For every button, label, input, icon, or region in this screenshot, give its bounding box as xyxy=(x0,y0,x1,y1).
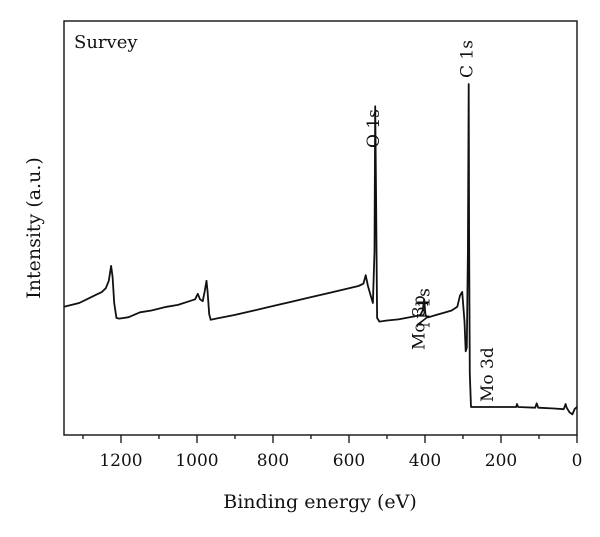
x-tick-label: 200 xyxy=(485,451,517,471)
y-axis-title: Intensity (a.u.) xyxy=(23,157,45,299)
peak-labels: O 1s C 1s Mo 3pN 1s Mo 3d xyxy=(364,40,498,402)
peak-label: O 1s xyxy=(364,109,384,148)
panel-label: Survey xyxy=(74,32,138,53)
x-axis-title: Binding energy (eV) xyxy=(223,491,417,513)
peak-label: N 1s xyxy=(414,288,434,328)
x-tick-label: 800 xyxy=(257,451,289,471)
x-tick-label: 400 xyxy=(409,451,441,471)
x-tick-label: 600 xyxy=(333,451,365,471)
peak-label: C 1s xyxy=(458,40,478,78)
plot-frame xyxy=(63,20,578,436)
x-tick-label: 1200 xyxy=(99,451,142,471)
spectrum-line xyxy=(63,83,578,416)
peak-label: Mo 3d xyxy=(478,347,498,402)
peak-label: Mo 3p xyxy=(409,295,429,350)
x-tick-label: 0 xyxy=(572,451,583,471)
x-tick-label: 1000 xyxy=(175,451,218,471)
x-axis-ticks: 1200 1000 800 600 400 200 0 xyxy=(82,435,583,471)
